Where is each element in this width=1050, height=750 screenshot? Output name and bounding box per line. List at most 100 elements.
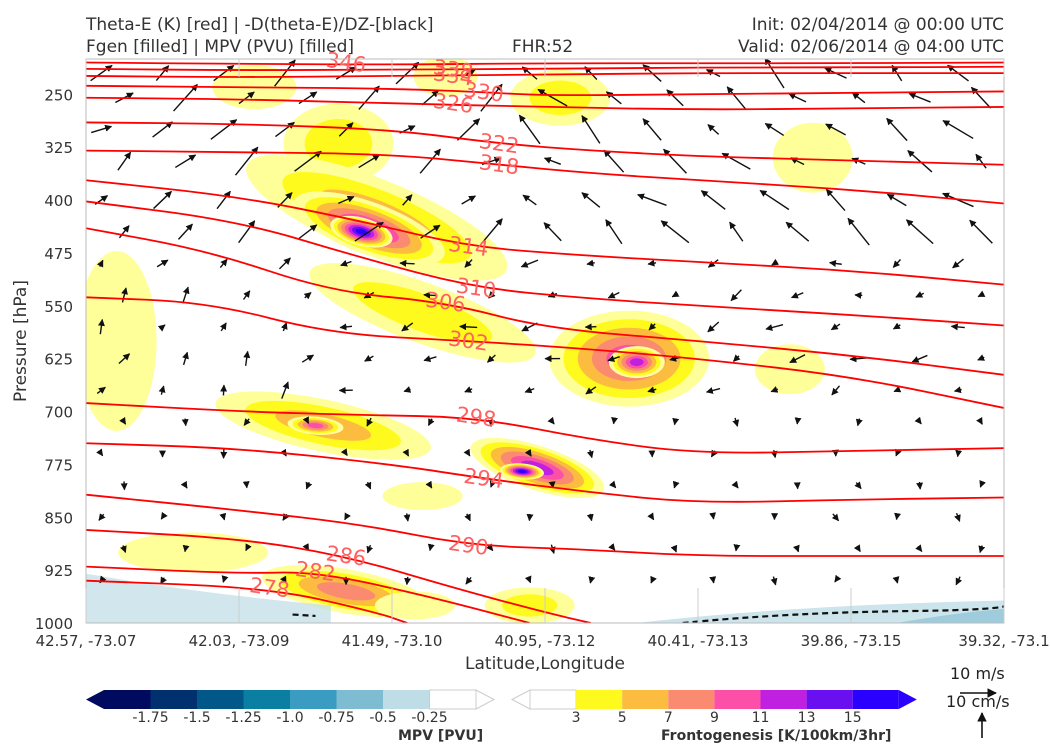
wind-vector [790, 291, 804, 299]
wind-vector [344, 512, 351, 521]
wind-vector [955, 449, 963, 458]
title-line-2: Fgen [filled] | MPV (PVU) [filled] [86, 37, 355, 57]
wind-vector [975, 153, 987, 169]
wind-vector [771, 258, 780, 266]
wind-vector [954, 512, 961, 522]
wind-vector [465, 576, 473, 585]
theta-e-label: 294 [462, 464, 505, 493]
fgen-colorbar-swatch [668, 690, 715, 709]
wind-vector [524, 386, 535, 394]
wind-vector [419, 148, 441, 174]
theta-e-label: 334 [432, 61, 475, 90]
wind-vector [213, 64, 235, 82]
fgen-colorbar-swatch [852, 690, 899, 709]
x-tick-label: 41.49, -73.10 [342, 632, 443, 650]
theta-e-contour [86, 227, 1004, 376]
wind-vector [366, 417, 373, 427]
wind-vector [155, 65, 170, 82]
wind-vector [280, 322, 288, 332]
wind-vector [733, 544, 741, 552]
wind-vector [770, 576, 778, 586]
theta-e-contours [86, 61, 1004, 623]
wind-vector [730, 289, 742, 302]
wind-vector [423, 355, 437, 363]
wind-vector [524, 448, 532, 457]
wind-vector [537, 88, 568, 107]
wind-vector [793, 544, 800, 553]
wind-vector [118, 353, 131, 365]
wind-vector [886, 193, 907, 207]
fgen-fill [772, 122, 853, 193]
wind-vector [152, 121, 173, 138]
wind-vector [648, 322, 657, 331]
fgen-colorbar-tick: 3 [572, 710, 581, 726]
wind-vector [153, 190, 172, 210]
wind-vector [459, 323, 478, 331]
wind-vector [721, 152, 751, 170]
wind-vector [177, 223, 193, 240]
wind-vector [647, 512, 655, 521]
mpv-colorbar-label: MPV [PVU] [398, 728, 484, 744]
wind-vector [671, 290, 680, 298]
wind-vector [98, 513, 106, 521]
wind-vector [586, 513, 594, 522]
wind-vector [854, 291, 863, 299]
wind-vector [402, 194, 413, 206]
wind-key-u-label: 10 m/s [950, 664, 1005, 683]
wind-vector [543, 222, 562, 242]
wind-vector [518, 114, 541, 145]
y-tick-label: 550 [44, 298, 73, 316]
mpv-colorbar-swatch [429, 689, 477, 710]
wind-vector [395, 61, 420, 85]
wind-key-w-label: 10 cm/s [946, 692, 1010, 711]
wind-vector [121, 287, 128, 303]
wind-vector [294, 150, 322, 172]
fgen-fill [517, 469, 527, 473]
x-tick-label: 40.41, -73.13 [648, 632, 749, 650]
x-tick-label: 42.57, -73.07 [36, 632, 137, 650]
y-tick-label: 1000 [35, 615, 73, 633]
fgen-fill [118, 532, 269, 573]
wind-vector [893, 385, 902, 393]
wind-vector [915, 291, 925, 298]
wind-vector [977, 290, 986, 298]
wind-vector [423, 291, 437, 299]
theta-e-contour [86, 179, 1004, 286]
mpv-colorbar-swatch [383, 690, 430, 709]
fgen-colorbar-swatch [714, 690, 761, 709]
theta-e-contour [86, 200, 1004, 327]
wind-vector [156, 259, 169, 268]
theta-e-contour [86, 72, 1004, 78]
mpv-fill [636, 600, 1004, 623]
wind-vector [785, 221, 810, 242]
mpv-colorbar-tick: -0.25 [411, 710, 447, 726]
fgen-colorbar-tick: 7 [664, 710, 673, 726]
wind-vector [340, 259, 352, 267]
wind-vector [182, 544, 190, 553]
fgen-colorbar-tick: 13 [798, 710, 816, 726]
wind-vector [825, 123, 846, 136]
wind-vector [894, 512, 902, 521]
theta-e-label: 286 [325, 541, 368, 570]
wind-vector [90, 124, 113, 134]
wind-vector [340, 448, 348, 456]
wind-vector [160, 511, 168, 520]
wind-vector [298, 224, 318, 240]
wind-vector [607, 355, 620, 362]
theta-e-label: 346 [325, 48, 368, 77]
wind-vector [158, 385, 166, 395]
y-tick-label: 250 [44, 86, 73, 104]
wind-vector [794, 417, 802, 425]
wind-vector [366, 544, 374, 554]
wind-vector [854, 481, 862, 490]
x-tick-label: 39.86, -73.15 [801, 632, 902, 650]
wind-vector [461, 195, 476, 205]
wind-vector [120, 545, 127, 554]
wind-vector [952, 258, 964, 269]
wind-vector [834, 574, 842, 583]
mpv-colorbar: -1.75 -1.5 -1.25 -1.0 -0.75 -0.5 -0.25 [86, 689, 496, 726]
wind-vector [174, 154, 197, 169]
x-axis-label: Latitude,Longitude [465, 654, 625, 674]
wind-vector [488, 291, 496, 299]
wind-vector [789, 354, 806, 364]
